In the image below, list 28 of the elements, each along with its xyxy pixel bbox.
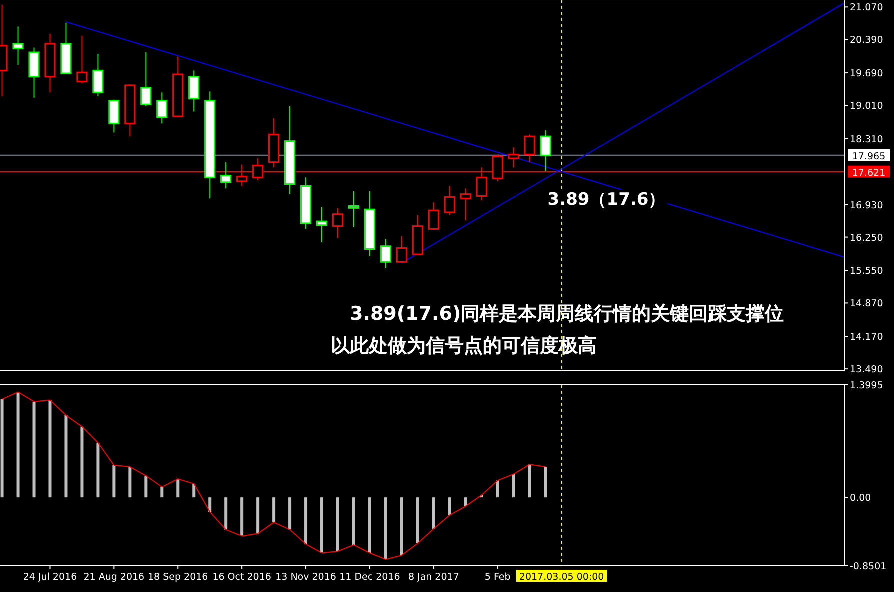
y-tick-label: 13.490 (850, 364, 884, 376)
ref-line-label: 17.965 (852, 151, 886, 162)
y-tick-label: 15.550 (850, 266, 884, 278)
y-tick-label: 20.390 (850, 35, 884, 46)
y-tick-label: 16.930 (850, 200, 884, 212)
x-tick-label: 11 Dec 2016 (340, 572, 400, 583)
y-tick-label: 0.00 (850, 493, 872, 504)
y-tick-label: 21.070 (850, 2, 884, 14)
y-tick-label: -0.8501 (850, 562, 887, 572)
ref-line-label: 17.621 (852, 168, 886, 179)
y-tick-label: 18.310 (850, 134, 884, 146)
x-tick-label: 5 Feb (484, 572, 511, 583)
y-tick-label: 19.010 (850, 101, 884, 112)
y-tick-label: 16.250 (850, 232, 884, 244)
x-tick-label: 24 Jul 2016 (23, 572, 78, 583)
y-tick-label: 14.170 (850, 332, 884, 344)
annotation: 3.89(17.6)同样是本周周线行情的关键回踩支撑位 (350, 303, 784, 325)
x-tick-label: 8 Jan 2017 (408, 572, 460, 583)
annotation: 以此处做为信号点的可信度极高 (331, 335, 597, 357)
ref-line-label: 2017.03.05 00:00 (519, 572, 604, 583)
x-tick-label: 16 Oct 2016 (212, 572, 272, 583)
x-tick-label: 21 Aug 2016 (84, 572, 145, 583)
y-tick-label: 19.690 (850, 68, 884, 80)
y-tick-label: 1.3995 (850, 380, 884, 392)
annotation: 3.89（17.6） (548, 190, 666, 210)
y-tick-label: 14.870 (850, 298, 884, 310)
x-tick-label: 13 Nov 2016 (276, 572, 336, 583)
x-tick-label: 18 Sep 2016 (148, 572, 208, 583)
